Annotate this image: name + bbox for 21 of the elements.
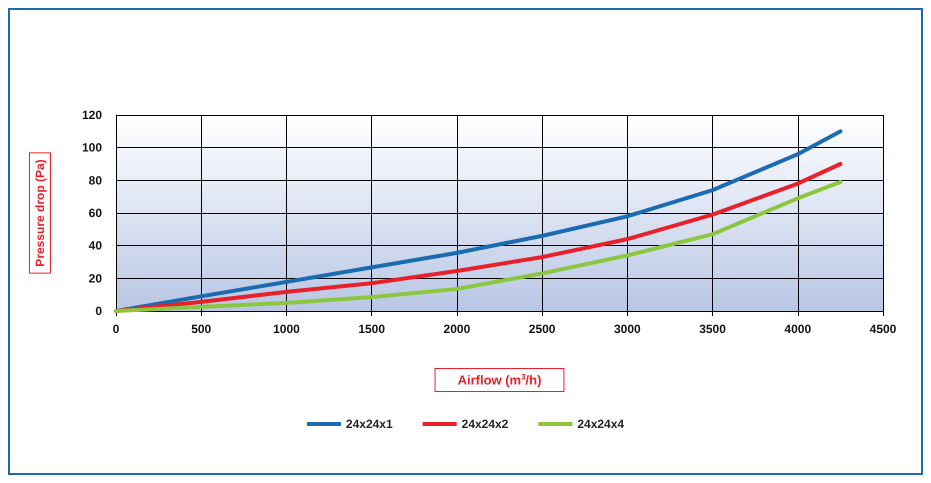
x-tick-label: 0 [112, 322, 120, 336]
y-tick-label: 0 [95, 304, 102, 318]
y-axis-title: Pressure drop (Pa) [33, 159, 47, 267]
y-tick-label: 100 [82, 140, 102, 155]
y-tick-label: 40 [88, 238, 102, 253]
x-tick-label: 4000 [784, 322, 812, 336]
y-tick-label: 80 [88, 173, 102, 188]
x-tick-label: 500 [191, 322, 212, 336]
y-tick-label: 60 [88, 206, 102, 220]
legend-label: 24x24x1 [346, 417, 393, 431]
x-tick-label: 4500 [870, 322, 897, 336]
y-tick-label: 120 [82, 108, 102, 122]
legend-label: 24x24x2 [462, 417, 509, 431]
x-tick-label: 2500 [528, 322, 556, 336]
x-tick-label: 3000 [614, 322, 642, 336]
x-tick-label: 2000 [444, 322, 471, 336]
x-tick-label: 1500 [358, 322, 386, 336]
legend-label: 24x24x4 [577, 417, 624, 431]
x-tick-label: 3500 [699, 322, 726, 336]
y-tick-label: 20 [88, 271, 102, 286]
x-tick-label: 1000 [273, 322, 300, 336]
